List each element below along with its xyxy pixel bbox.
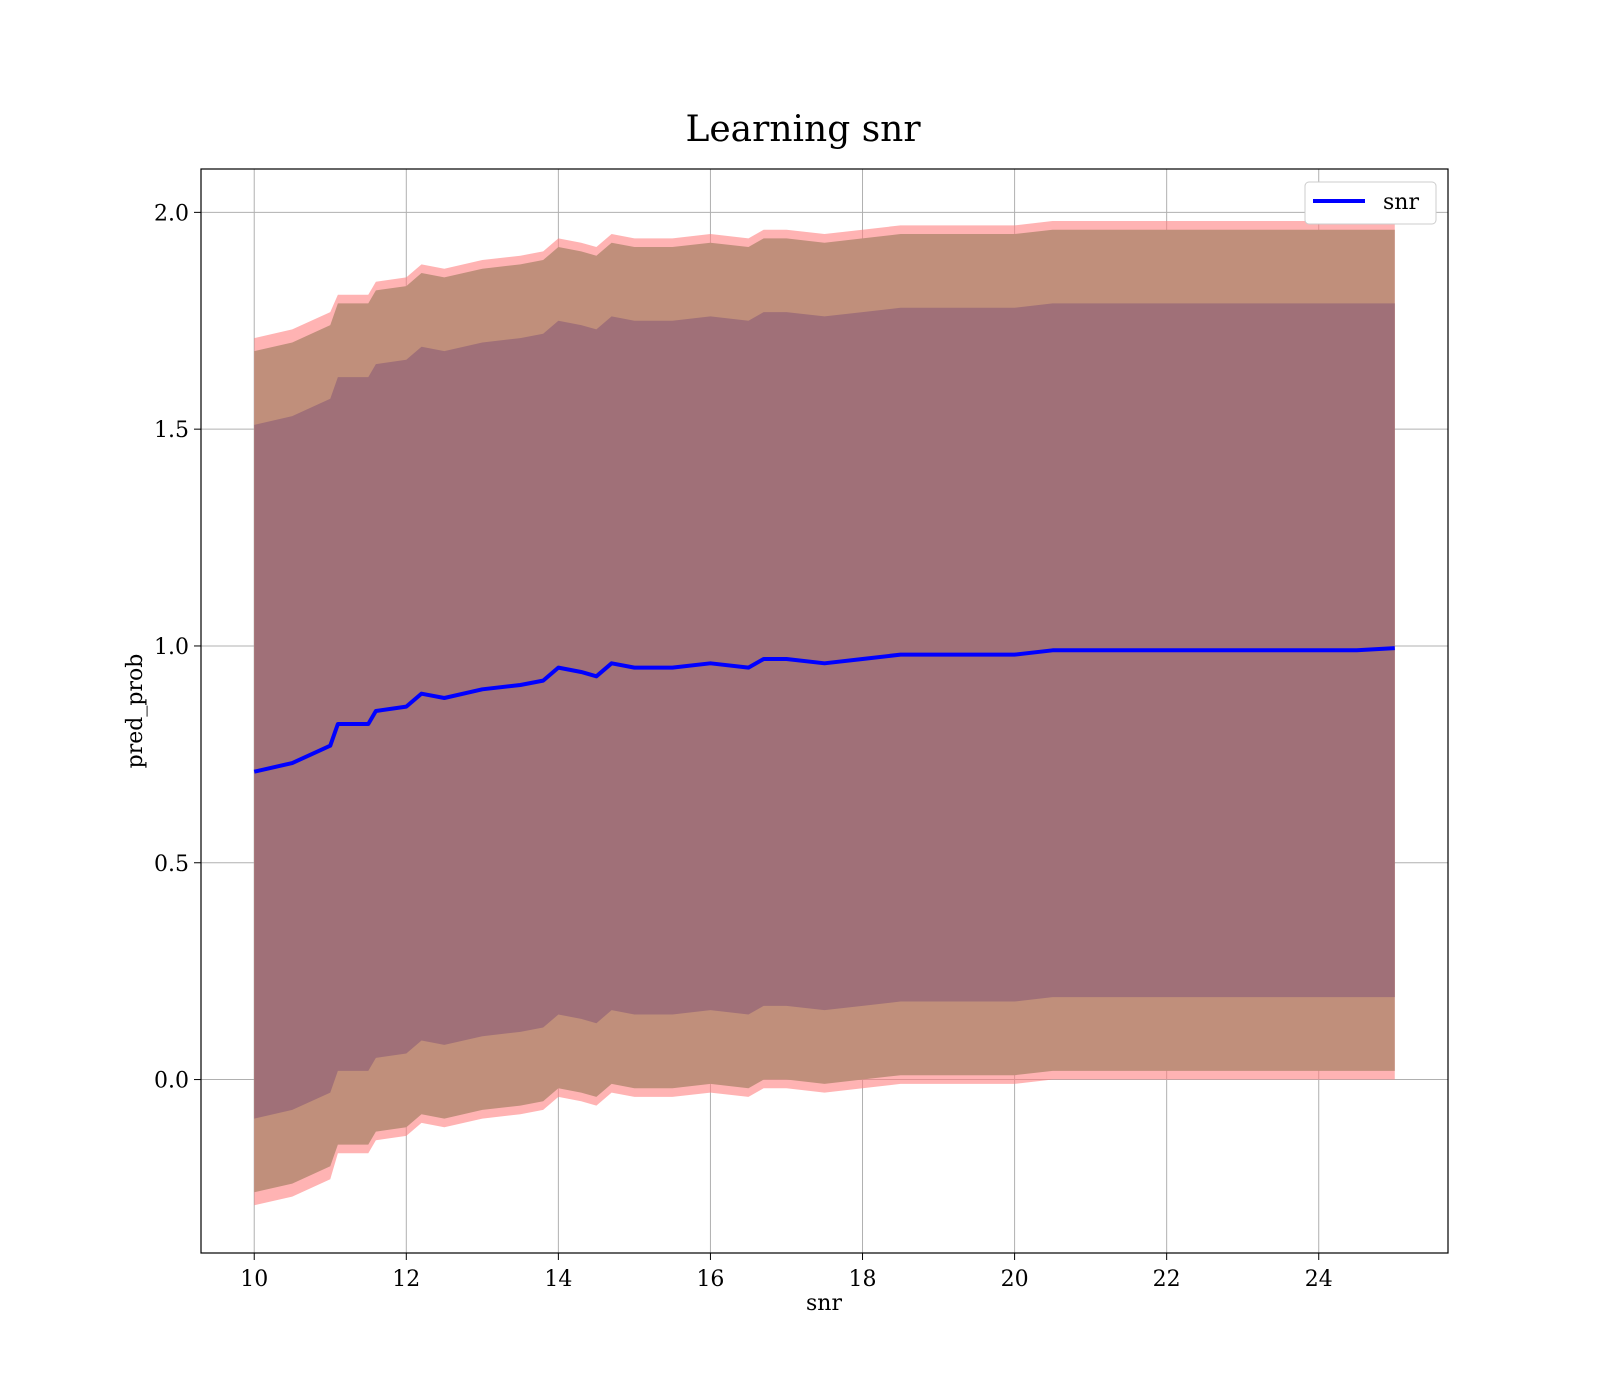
x-tick-label-6: 22: [1153, 1267, 1181, 1292]
x-tick-label-2: 14: [544, 1267, 572, 1292]
y-axis-label: pred_prob: [123, 654, 148, 769]
x-axis-label: snr: [806, 1291, 842, 1316]
legend: snr: [1304, 181, 1437, 225]
y-tick-label-0: 0.0: [154, 1069, 189, 1094]
chart-title: Learning snr: [685, 109, 921, 150]
band-inner: [254, 303, 1395, 1119]
legend-label: snr: [1383, 190, 1419, 215]
y-axis-ticks: 0.0 0.5 1.0 1.5 2.0: [154, 201, 201, 1094]
x-tick-label-0: 10: [240, 1267, 268, 1292]
x-tick-label-5: 20: [1001, 1267, 1029, 1292]
legend-box: [1304, 181, 1437, 225]
plot-frame: [200, 168, 1449, 1254]
x-tick-label-3: 16: [696, 1267, 724, 1292]
y-tick-label-4: 2.0: [154, 201, 189, 226]
x-tick-label-4: 18: [849, 1267, 877, 1292]
y-tick-label-1: 0.5: [154, 852, 189, 877]
series-lines: [253, 646, 1395, 774]
x-tick-label-7: 24: [1305, 1267, 1333, 1292]
series-line-0: [253, 646, 1395, 774]
x-axis-ticks: 10 12 14 16 18 20 22 24: [240, 1253, 1333, 1292]
y-tick-label-3: 1.5: [154, 418, 189, 443]
y-tick-label-2: 1.0: [154, 635, 189, 660]
confidence-bands: [254, 221, 1395, 1206]
x-tick-label-1: 12: [392, 1267, 420, 1292]
